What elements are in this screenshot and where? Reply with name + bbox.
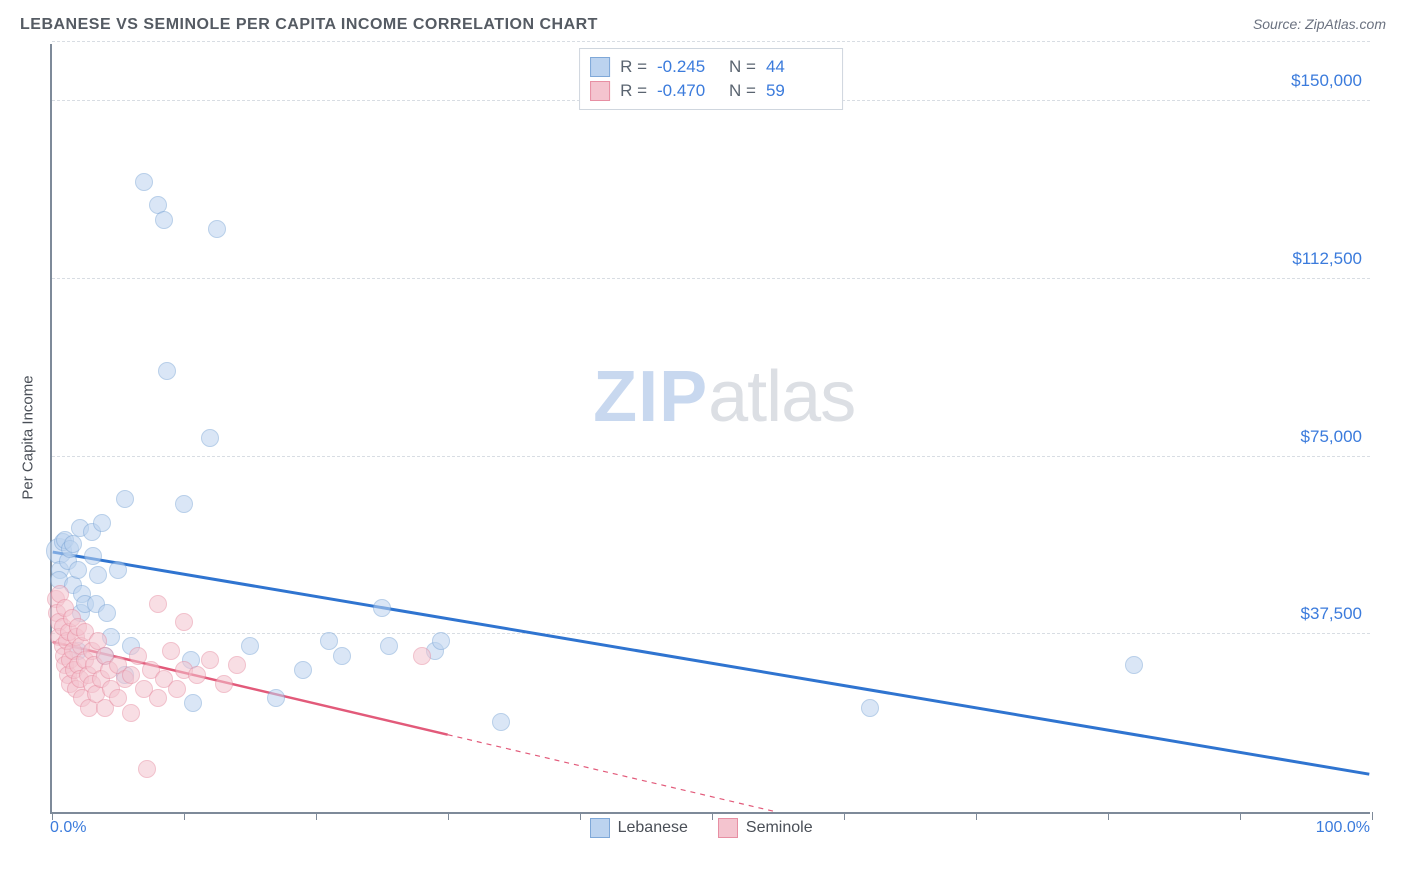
- trend-lines: [52, 44, 1370, 812]
- x-tick: [1372, 812, 1373, 820]
- data-point: [188, 666, 206, 684]
- data-point: [208, 220, 226, 238]
- y-tick-label: $112,500: [1292, 249, 1362, 269]
- data-point: [84, 547, 102, 565]
- data-point: [861, 699, 879, 717]
- gridline: [52, 633, 1370, 634]
- x-tick: [580, 812, 581, 820]
- data-point: [64, 535, 82, 553]
- data-point: [89, 566, 107, 584]
- r-value-seminole: -0.470: [657, 81, 719, 101]
- legend-row-lebanese: R = -0.245 N = 44: [590, 55, 828, 79]
- data-point: [294, 661, 312, 679]
- data-point: [215, 675, 233, 693]
- y-axis-label: Per Capita Income: [20, 375, 37, 499]
- gridline: [52, 41, 1370, 42]
- data-point: [373, 599, 391, 617]
- data-point: [69, 561, 87, 579]
- chart-source: Source: ZipAtlas.com: [1253, 16, 1386, 32]
- n-value-lebanese: 44: [766, 57, 828, 77]
- data-point: [129, 647, 147, 665]
- data-point: [122, 666, 140, 684]
- n-value-seminole: 59: [766, 81, 828, 101]
- legend-item-seminole: Seminole: [718, 818, 813, 838]
- legend-label-seminole: Seminole: [746, 819, 813, 837]
- data-point: [241, 637, 259, 655]
- x-tick: [1240, 812, 1241, 820]
- swatch-lebanese: [590, 57, 610, 77]
- data-point: [201, 429, 219, 447]
- data-point: [149, 689, 167, 707]
- data-point: [1125, 656, 1143, 674]
- data-point: [155, 211, 173, 229]
- gridline: [52, 456, 1370, 457]
- x-tick: [712, 812, 713, 820]
- data-point: [432, 632, 450, 650]
- y-tick-label: $150,000: [1291, 71, 1362, 91]
- data-point: [175, 613, 193, 631]
- chart-header: LEBANESE VS SEMINOLE PER CAPITA INCOME C…: [20, 10, 1386, 44]
- data-point: [116, 490, 134, 508]
- data-point: [168, 680, 186, 698]
- data-point: [138, 760, 156, 778]
- correlation-legend: R = -0.245 N = 44 R = -0.470 N = 59: [579, 48, 843, 110]
- legend-label-lebanese: Lebanese: [618, 819, 688, 837]
- data-point: [201, 651, 219, 669]
- gridline: [52, 278, 1370, 279]
- data-point: [109, 689, 127, 707]
- x-tick: [976, 812, 977, 820]
- x-tick: [316, 812, 317, 820]
- x-tick: [844, 812, 845, 820]
- data-point: [162, 642, 180, 660]
- watermark: ZIPatlas: [593, 356, 855, 438]
- data-point: [175, 495, 193, 513]
- data-point: [380, 637, 398, 655]
- y-tick-label: $75,000: [1301, 427, 1362, 447]
- data-point: [149, 595, 167, 613]
- data-point: [413, 647, 431, 665]
- data-point: [228, 656, 246, 674]
- x-tick: [52, 812, 53, 820]
- data-point: [320, 632, 338, 650]
- r-value-lebanese: -0.245: [657, 57, 719, 77]
- x-axis-min-label: 0.0%: [50, 819, 86, 837]
- x-axis-row: 0.0% Lebanese Seminole 100.0%: [50, 818, 1370, 838]
- swatch-seminole-bottom: [718, 818, 738, 838]
- swatch-seminole: [590, 81, 610, 101]
- data-point: [135, 173, 153, 191]
- x-tick: [448, 812, 449, 820]
- data-point: [122, 704, 140, 722]
- chart-area: Per Capita Income R = -0.245 N = 44 R = …: [50, 44, 1386, 814]
- data-point: [93, 514, 111, 532]
- swatch-lebanese-bottom: [590, 818, 610, 838]
- scatter-plot: R = -0.245 N = 44 R = -0.470 N = 59 ZIPa…: [50, 44, 1370, 814]
- legend-row-seminole: R = -0.470 N = 59: [590, 79, 828, 103]
- x-axis-max-label: 100.0%: [1316, 819, 1370, 837]
- x-tick: [184, 812, 185, 820]
- legend-item-lebanese: Lebanese: [590, 818, 688, 838]
- data-point: [492, 713, 510, 731]
- y-tick-label: $37,500: [1301, 604, 1362, 624]
- data-point: [184, 694, 202, 712]
- data-point: [333, 647, 351, 665]
- data-point: [158, 362, 176, 380]
- data-point: [98, 604, 116, 622]
- data-point: [109, 561, 127, 579]
- x-tick: [1108, 812, 1109, 820]
- data-point: [267, 689, 285, 707]
- series-legend: Lebanese Seminole: [590, 818, 813, 838]
- chart-title: LEBANESE VS SEMINOLE PER CAPITA INCOME C…: [20, 16, 598, 34]
